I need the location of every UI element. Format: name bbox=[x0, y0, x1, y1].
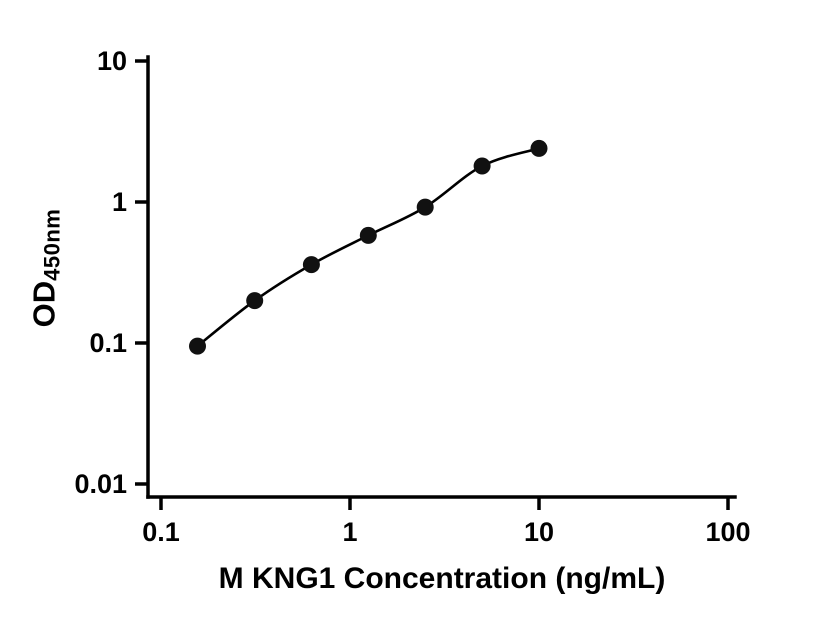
y-tick-label: 0.01 bbox=[74, 469, 127, 499]
x-tick-label: 0.1 bbox=[142, 517, 180, 547]
data-point bbox=[473, 157, 491, 175]
data-point bbox=[416, 198, 434, 216]
data-point bbox=[530, 139, 548, 157]
data-point bbox=[359, 226, 377, 244]
x-tick-label: 10 bbox=[524, 517, 554, 547]
y-axis-title: OD450nm bbox=[27, 209, 66, 328]
x-tick-label: 100 bbox=[705, 517, 750, 547]
data-point bbox=[302, 256, 320, 274]
data-point bbox=[189, 337, 206, 355]
y-tick-label: 10 bbox=[97, 46, 127, 76]
x-tick-label: 1 bbox=[342, 517, 357, 547]
data-point bbox=[246, 292, 264, 310]
y-axis-title-sub: 450nm bbox=[39, 208, 65, 281]
y-axis-title-main: OD bbox=[26, 280, 62, 328]
y-tick-label: 1 bbox=[112, 187, 127, 217]
y-tick-label: 0.1 bbox=[89, 328, 127, 358]
x-axis-title: M KNG1 Concentration (ng/mL) bbox=[218, 562, 666, 595]
fit-curve bbox=[196, 147, 540, 348]
